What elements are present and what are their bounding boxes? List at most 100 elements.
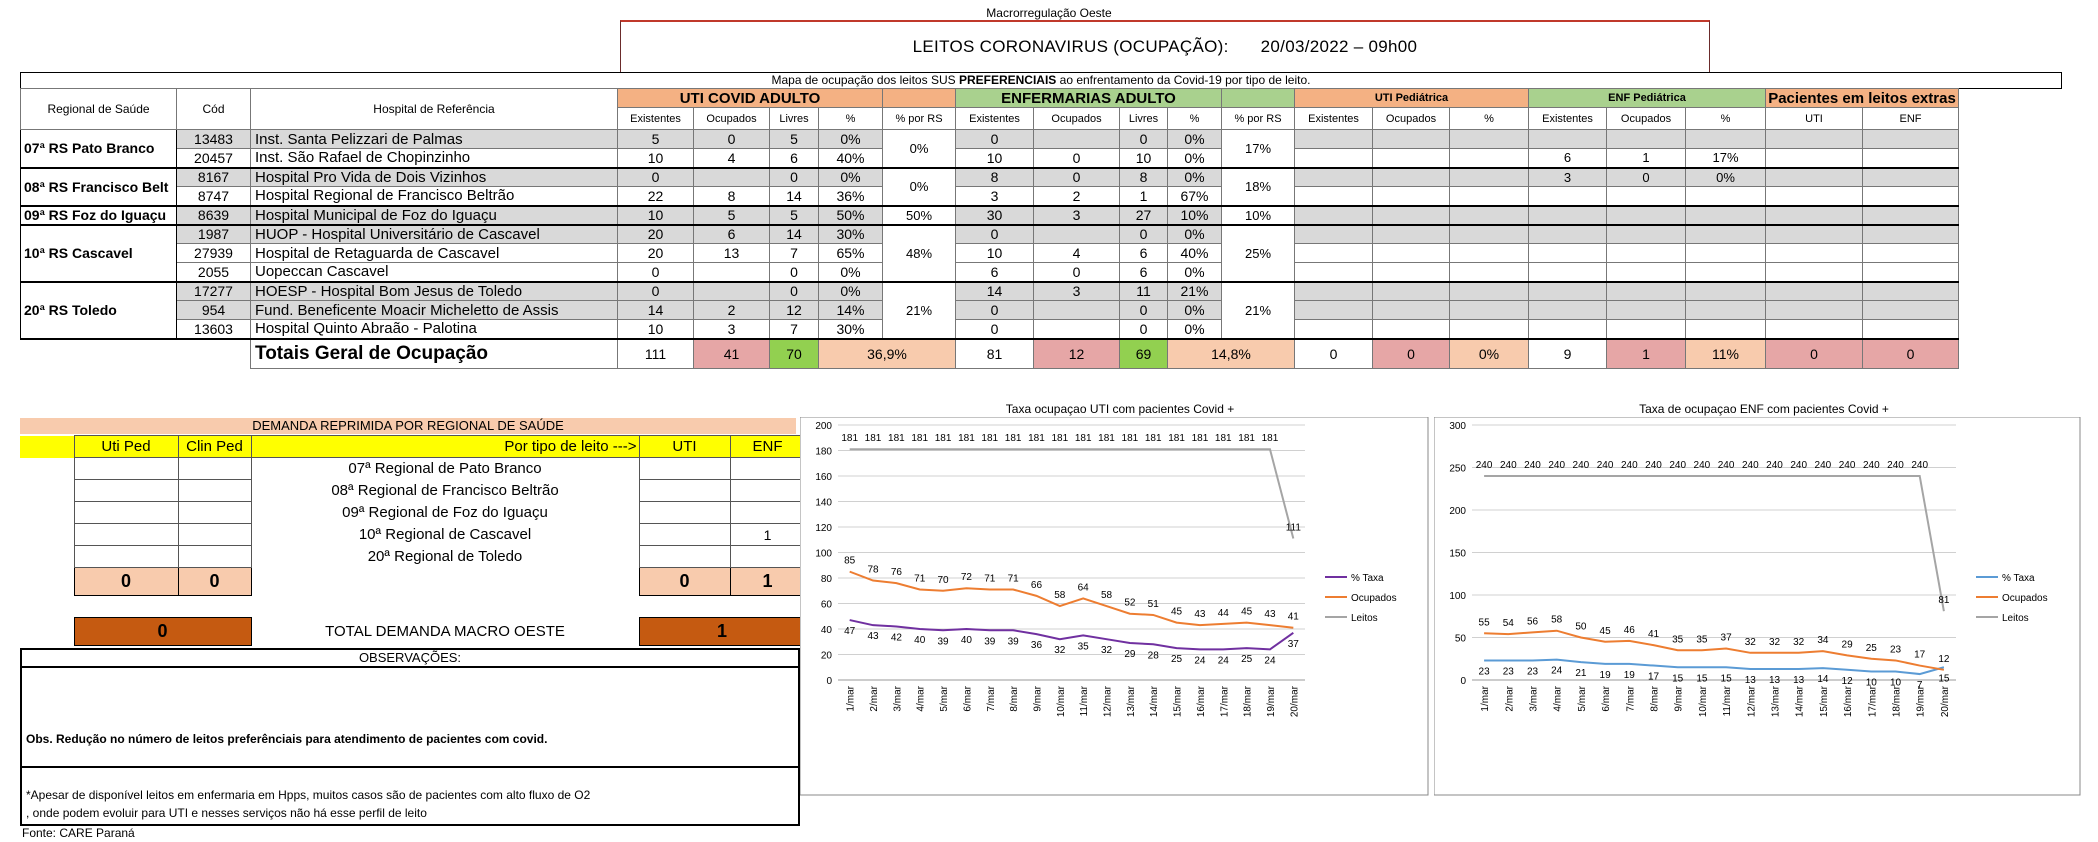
cell-enfped-o [1606,224,1686,244]
cell-utiped-o [1372,281,1450,301]
cell-enfped-p [1685,319,1766,339]
demanda-row-uti [638,501,731,524]
macro-region-title: Macrorregulação Oeste [986,6,1112,20]
subh-uti-pct-rs: % por RS [882,107,956,130]
x-tick-label: 20/mar [1289,685,1300,717]
data-label: 54 [1503,618,1515,629]
demanda-row-uti [638,457,731,480]
subh-enf-ocupados: Ocupados [1033,107,1120,130]
cell-uti-uo: 13 [693,243,770,263]
subh-uti-pct: % [818,107,883,130]
cell-enf-ee: 8 [955,167,1034,187]
cell-extras-enf [1862,281,1959,301]
cell-enf-pct-rs: 18% [1221,167,1295,206]
data-label: 15 [1721,673,1733,684]
data-label: 39 [938,636,950,647]
legend-label: Leitos [2002,613,2029,624]
total-utiped-existentes: 0 [1294,338,1373,369]
region-name: 07ª RS Pato Branco [20,129,177,168]
cell-cod: 1987 [176,224,251,244]
cell-enfped-o [1606,205,1686,225]
cell-utiped-p [1449,281,1529,301]
x-tick-label: 8/mar [1009,685,1020,711]
cell-uti-uo [693,262,770,282]
data-label: 50 [1575,622,1587,633]
data-label: 23 [1479,666,1491,677]
cell-uti-pct-rs: 21% [882,281,956,339]
data-label: 45 [1600,626,1612,637]
demanda-row-uti [638,479,731,502]
cell-enf-eo: 3 [1033,281,1120,301]
cell-enfped-e [1528,319,1607,339]
x-tick-label: 13/mar [1126,685,1137,717]
col-regional: Regional de Saúde [20,88,177,130]
cell-extras-enf [1862,319,1959,339]
demanda-sum-clin-ped: 0 [177,567,252,596]
series-line-ocupados [849,570,1294,629]
data-label: 24 [1551,666,1563,677]
data-label: 240 [1548,460,1565,471]
cell-cod: 13483 [176,129,251,149]
data-label: 240 [1718,460,1735,471]
cell-enf-ee: 10 [955,243,1034,263]
col-enf-ped: ENF Pediátrica [1528,88,1766,108]
demanda-row-blank [20,546,74,568]
data-label: 181 [841,433,858,444]
demanda-row: 20ª Regional de Toledo [20,545,806,568]
cell-enfped-p [1685,262,1766,282]
cell-uti-uo [693,167,770,187]
data-label: 71 [914,573,926,584]
data-label: 58 [1054,590,1066,601]
chart-uti: 0 20 40 60 80 100 120 140 160 180 200 1/mar 2/mar 3/m… [800,417,1429,796]
cell-uti-pct-rs: 0% [882,129,956,168]
table-row: 954 Fund. Beneficente Moacir Micheletto d… [21,300,1959,320]
cell-uti-up: 40% [818,148,883,168]
x-tick-label: 15/mar [1173,685,1184,717]
data-label: 25 [1866,643,1878,654]
data-label: 15 [1696,673,1708,684]
cell-utiped-o [1372,262,1450,282]
subh-uti-ocupados: Ocupados [693,107,770,130]
demanda-sum-uti-ped: 0 [73,567,179,596]
x-tick-label: 16/mar [1843,685,1854,717]
cell-utiped-e [1294,262,1373,282]
cell-uti-uo: 8 [693,186,770,206]
data-label: 76 [891,567,903,578]
data-label: 240 [1790,460,1807,471]
cell-enf-ee: 0 [955,129,1034,149]
data-label: 35 [1078,641,1090,652]
subh-utiped-existentes: Existentes [1294,107,1373,130]
cell-enfped-p [1685,186,1766,206]
total-utiped-ocupados: 0 [1372,338,1450,369]
cell-uti-ue: 10 [617,148,694,168]
data-label: 181 [1075,433,1092,444]
data-label: 55 [1479,617,1491,628]
y-tick-label: 0 [826,676,832,687]
cell-uti-up: 50% [818,205,883,225]
cell-utiped-e [1294,205,1373,225]
cell-uti-uo: 0 [693,129,770,149]
cell-uti-ul: 6 [769,148,819,168]
data-label: 37 [1721,633,1733,644]
data-label: 240 [1911,460,1928,471]
data-label: 240 [1815,460,1832,471]
cell-enf-el: 27 [1119,205,1168,225]
series-line-taxa [849,619,1294,651]
source-note: Fonte: CARE Paraná [22,826,135,840]
demanda-row-region: 10ª Regional de Cascavel [358,526,532,543]
cell-utiped-p [1449,167,1529,187]
cell-extras-uti [1765,262,1863,282]
series-line-leitos [1484,475,1945,612]
cell-utiped-p [1449,319,1529,339]
subh-enf-existentes: Existentes [955,107,1034,130]
demanda-por-tipo: Por tipo de leito ---> [250,435,640,458]
demanda-row-clin-ped [177,545,252,568]
x-tick-label: 2/mar [869,685,880,711]
cell-enf-el: 0 [1119,129,1168,149]
cell-uti-ul: 0 [769,281,819,301]
data-label: 58 [1101,590,1113,601]
cell-enfped-o [1606,186,1686,206]
data-label: 29 [1124,649,1136,660]
total-extras-enf: 0 [1862,338,1959,369]
cell-extras-enf [1862,148,1959,168]
